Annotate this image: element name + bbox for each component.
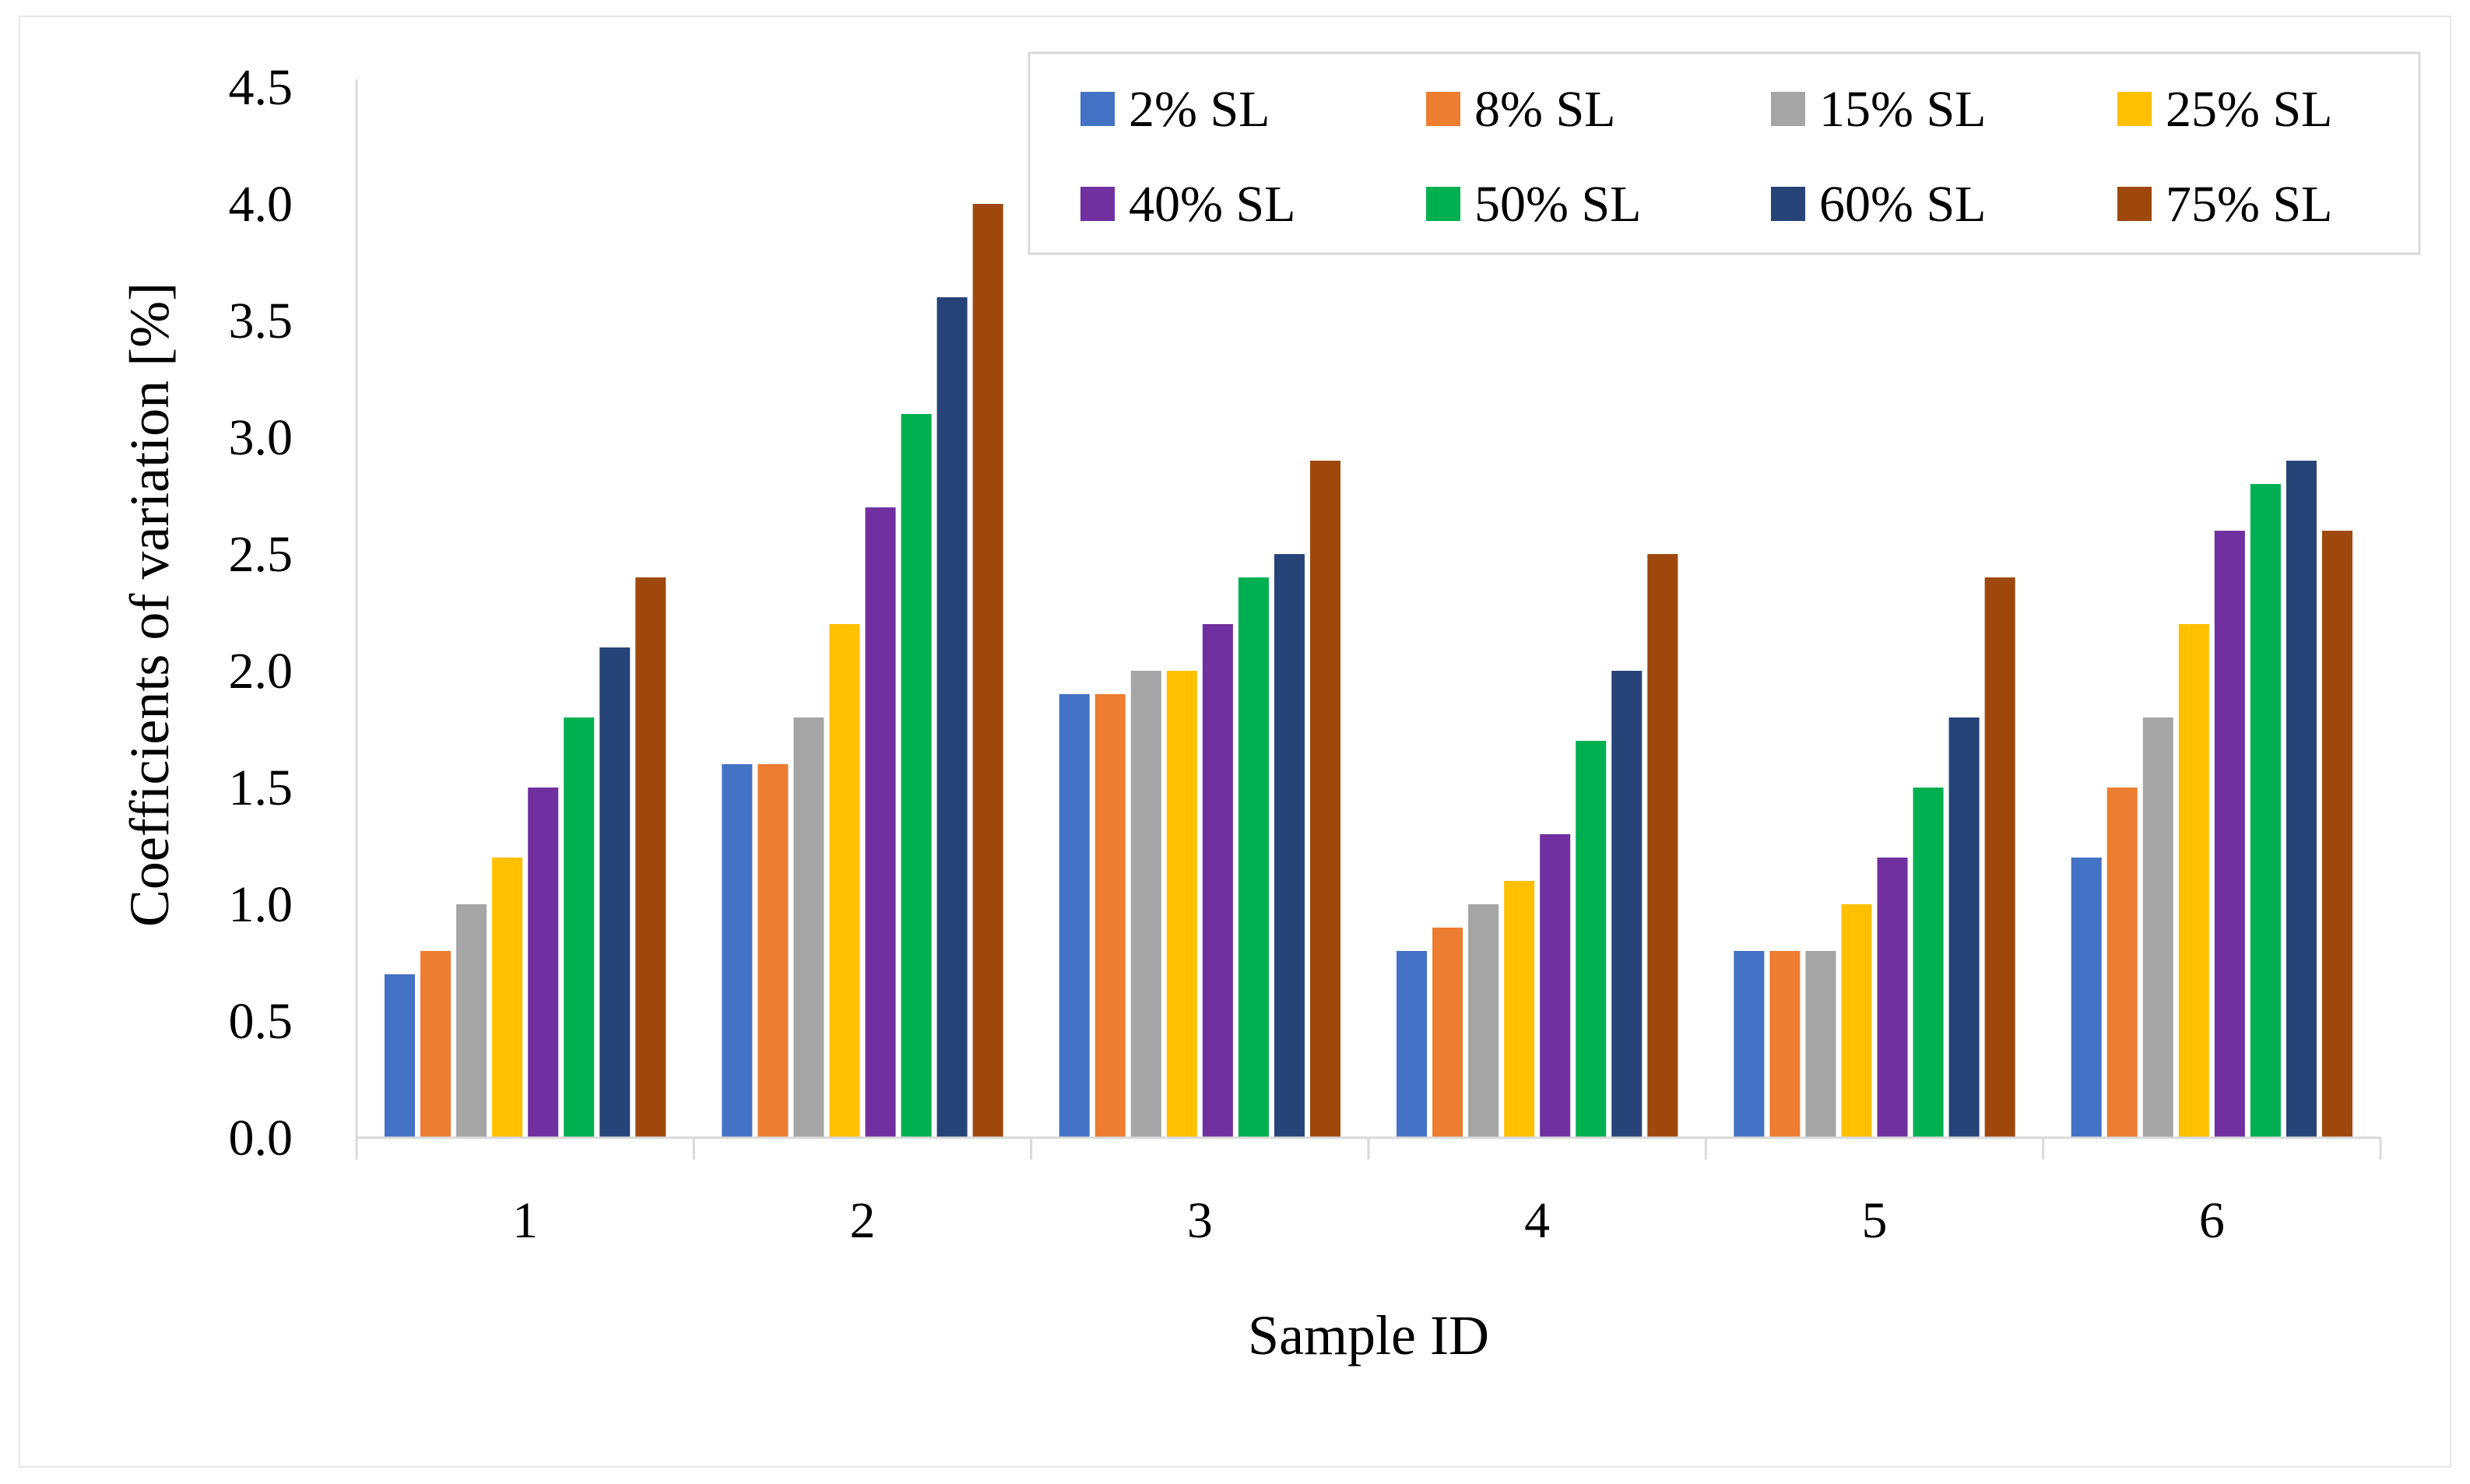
- legend-swatch: [2117, 92, 2152, 126]
- x-tick-label: 1: [512, 1192, 538, 1249]
- bar: [599, 647, 631, 1138]
- bar: [1841, 904, 1872, 1138]
- bar: [564, 717, 595, 1138]
- bar: [1397, 951, 1428, 1138]
- legend-label: 8% SL: [1474, 81, 1616, 138]
- y-tick-label: 4.5: [229, 59, 293, 116]
- bar: [492, 858, 523, 1138]
- legend-swatch: [1080, 92, 1115, 126]
- bar: [936, 297, 968, 1138]
- legend-label: 2% SL: [1129, 81, 1270, 138]
- legend: 2% SL 8% SL 15% SL 25% SL 40% SL 50% SL 60% SL…: [1028, 51, 2421, 255]
- x-tick-label: 6: [2199, 1192, 2225, 1249]
- legend-label: 25% SL: [2166, 81, 2333, 138]
- bar: [901, 414, 932, 1138]
- legend-swatch: [1426, 92, 1460, 126]
- y-tick-label: 1.5: [229, 760, 293, 816]
- bar: [1309, 461, 1340, 1138]
- bar: [1166, 671, 1197, 1138]
- bar: [1734, 951, 1765, 1138]
- x-tick-label: 5: [1862, 1192, 1888, 1249]
- bar: [2178, 624, 2209, 1138]
- y-axis-title: Coefficients of variation [%]: [118, 282, 181, 927]
- legend-swatch: [1426, 187, 1460, 221]
- bar: [420, 951, 451, 1138]
- bar: [2142, 717, 2173, 1138]
- chart-frame: [19, 16, 2451, 1468]
- x-axis-title: Sample ID: [1248, 1304, 1489, 1366]
- y-tick-label: 4.0: [229, 176, 293, 233]
- bar: [385, 974, 416, 1138]
- legend-swatch: [2117, 187, 2152, 221]
- bar: [1913, 788, 1944, 1138]
- bar: [1130, 671, 1161, 1138]
- y-tick-label: 0.5: [229, 993, 293, 1050]
- y-tick-label: 1.0: [229, 876, 293, 933]
- bar: [1647, 554, 1678, 1138]
- bar: [2214, 531, 2245, 1138]
- y-tick-label: 2.5: [229, 526, 293, 583]
- y-axis-ticks: 0.0 0.5 1.0 1.5 2.0 2.5 3.0 3.5 4.0 4.5: [229, 59, 293, 1167]
- legend-swatch: [1771, 92, 1805, 126]
- bar: [456, 904, 487, 1138]
- legend-box: [1028, 51, 2421, 255]
- y-tick-label: 2.0: [229, 643, 293, 700]
- bar: [2106, 788, 2138, 1138]
- legend-swatch: [1080, 187, 1115, 221]
- legend-label: 40% SL: [1129, 176, 1296, 233]
- x-axis-ticks: 1 2 3 4 5 6: [355, 1138, 2382, 1249]
- bar: [1948, 717, 1980, 1138]
- bar: [1274, 554, 1305, 1138]
- legend-swatch: [1771, 187, 1805, 221]
- y-tick-label: 3.5: [229, 293, 293, 349]
- bar: [2321, 531, 2352, 1138]
- bar: [1238, 577, 1269, 1138]
- x-tick-label: 4: [1524, 1192, 1550, 1249]
- bar: [1059, 694, 1090, 1138]
- bar: [1877, 858, 1908, 1138]
- bar: [793, 717, 824, 1138]
- bar: [1202, 624, 1233, 1138]
- bar: [1769, 951, 1801, 1138]
- legend-label: 15% SL: [1819, 81, 1987, 138]
- bar: [635, 577, 666, 1138]
- bar: [722, 764, 753, 1138]
- bar: [1540, 834, 1571, 1138]
- bar: [1984, 577, 2015, 1138]
- bar: [1805, 951, 1836, 1138]
- legend-label: 75% SL: [2166, 176, 2333, 233]
- bar: [757, 764, 789, 1138]
- legend-label: 50% SL: [1474, 176, 1642, 233]
- x-tick-label: 3: [1187, 1192, 1213, 1249]
- bar: [2250, 484, 2281, 1138]
- bar: [1504, 881, 1535, 1138]
- bar: [1432, 928, 1463, 1138]
- bar: [972, 204, 1003, 1138]
- bar: [1576, 741, 1607, 1138]
- bar: [528, 788, 559, 1138]
- y-tick-label: 0.0: [229, 1110, 293, 1167]
- bar: [2286, 461, 2317, 1138]
- x-tick-label: 2: [850, 1192, 876, 1249]
- bar: [1468, 904, 1499, 1138]
- bar: [2071, 858, 2102, 1138]
- bar: [865, 507, 896, 1138]
- legend-label: 60% SL: [1819, 176, 1987, 233]
- bar: [829, 624, 860, 1138]
- bar: [1611, 671, 1643, 1138]
- bars: [385, 204, 2352, 1138]
- y-tick-label: 3.0: [229, 409, 293, 466]
- bar: [1094, 694, 1126, 1138]
